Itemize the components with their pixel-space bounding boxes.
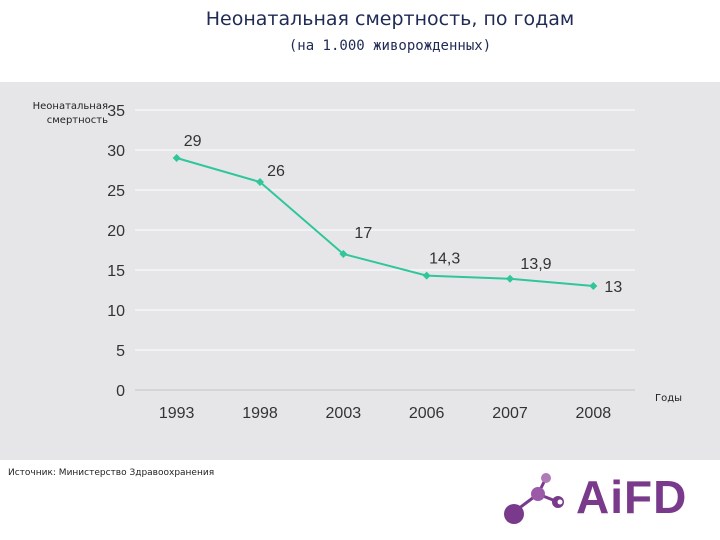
data-point <box>256 178 264 186</box>
x-tick-label: 1998 <box>242 405 278 422</box>
y-tick-label: 0 <box>116 383 125 400</box>
y-axis-label: Неонатальная смертность <box>32 101 108 126</box>
data-point <box>339 250 348 258</box>
data-label: 13,9 <box>520 256 551 273</box>
x-tick-label: 2007 <box>492 405 528 422</box>
x-tick-label: 2006 <box>409 405 445 422</box>
y-tick-label: 5 <box>116 343 125 360</box>
y-tick-label: 20 <box>107 223 125 240</box>
data-point <box>589 282 598 290</box>
series-line <box>176 157 594 287</box>
data-label: 29 <box>184 133 202 150</box>
data-point <box>422 271 431 280</box>
y-tick-label: 15 <box>107 263 125 280</box>
data-label: 13 <box>604 279 622 296</box>
data-label: 17 <box>354 225 372 242</box>
chart-title: Неонатальная смертность, по годам <box>205 8 575 30</box>
y-tick-label: 25 <box>107 183 125 200</box>
y-tick-label: 10 <box>107 303 125 320</box>
logo-text: AiFD <box>576 471 688 523</box>
x-tick-label: 2008 <box>576 405 612 422</box>
x-tick-label: 1993 <box>159 405 195 422</box>
logo-molecule-icon <box>504 473 564 524</box>
data-label: 14,3 <box>429 251 460 268</box>
aifd-logo: AiFD <box>500 468 686 530</box>
y-tick-label: 35 <box>107 103 125 120</box>
data-label: 26 <box>267 163 285 180</box>
source-note: Источник: Министерство Здравоохранения <box>8 468 215 478</box>
x-tick-label: 2003 <box>326 405 362 422</box>
y-tick-label: 30 <box>107 143 125 160</box>
chart-subtitle: (на 1.000 живорожденных) <box>288 38 492 54</box>
x-axis-label: Годы <box>655 393 683 404</box>
data-point <box>172 154 181 162</box>
data-point <box>506 274 514 283</box>
chart-panel <box>0 82 720 460</box>
